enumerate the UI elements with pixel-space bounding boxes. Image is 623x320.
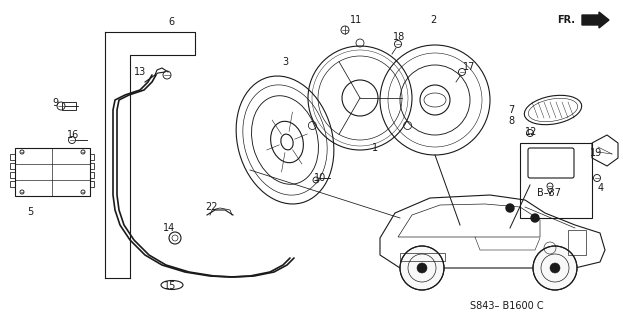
Text: 6: 6 — [168, 17, 174, 27]
Circle shape — [400, 246, 444, 290]
Text: 17: 17 — [463, 62, 475, 72]
Text: 3: 3 — [282, 57, 288, 67]
Text: 22: 22 — [205, 202, 217, 212]
Text: 5: 5 — [27, 207, 33, 217]
Text: 9: 9 — [52, 98, 58, 108]
Text: 19: 19 — [590, 148, 602, 158]
Text: 14: 14 — [163, 223, 175, 233]
Text: 12: 12 — [525, 127, 538, 137]
Text: S843– B1600 C: S843– B1600 C — [470, 301, 544, 311]
Circle shape — [506, 204, 514, 212]
Circle shape — [417, 263, 427, 273]
Text: 18: 18 — [393, 32, 405, 42]
Text: 11: 11 — [350, 15, 362, 25]
Text: 10: 10 — [314, 173, 326, 183]
Text: 7: 7 — [508, 105, 514, 115]
Circle shape — [533, 246, 577, 290]
Text: 15: 15 — [164, 281, 176, 291]
Polygon shape — [582, 12, 609, 28]
Text: FR.: FR. — [557, 15, 575, 25]
Text: 16: 16 — [67, 130, 79, 140]
Text: 2: 2 — [430, 15, 436, 25]
Text: 13: 13 — [134, 67, 146, 77]
Circle shape — [531, 214, 539, 222]
Text: 4: 4 — [598, 183, 604, 193]
Text: 8: 8 — [508, 116, 514, 126]
Text: 1: 1 — [372, 143, 378, 153]
Text: B–37: B–37 — [537, 188, 561, 198]
Circle shape — [550, 263, 560, 273]
